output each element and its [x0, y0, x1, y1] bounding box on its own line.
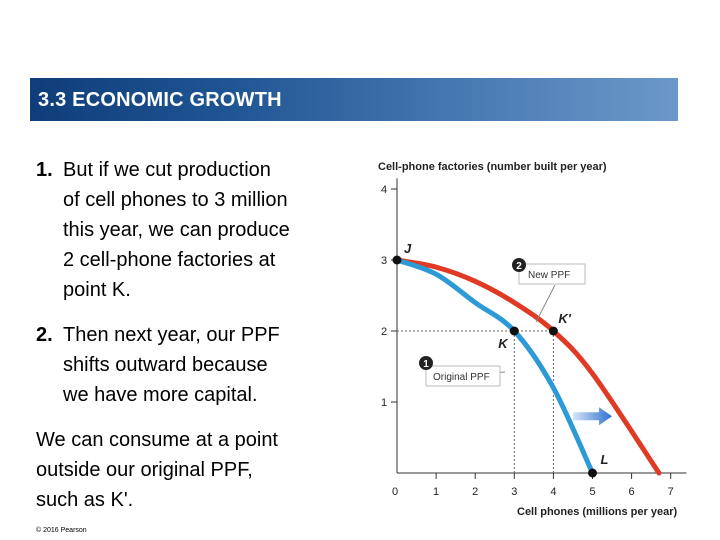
point-marker — [588, 468, 597, 478]
original-ppf-label-box — [425, 365, 501, 387]
point-marker — [509, 326, 519, 336]
item-2-line: shifts outward because — [63, 354, 268, 376]
original-ppf-curve — [394, 257, 595, 476]
x-axis-label: Cell phones (millions per year) — [517, 506, 677, 518]
callout-line — [535, 284, 556, 323]
original-ppf-number: 1 — [423, 359, 429, 370]
x-tick-label: 2 — [472, 486, 478, 498]
item-2-text: Then next year, our PPF shifts outward b… — [63, 320, 280, 410]
point-marker — [392, 255, 402, 265]
x-tick-label: 4 — [550, 486, 556, 498]
item-1: 1. But if we cut production of cell phon… — [36, 155, 356, 305]
paragraph-line: outside our original PPF, — [36, 459, 253, 481]
item-2-number: 2. — [36, 324, 53, 346]
x-tick-label: 5 — [589, 486, 595, 498]
item-1-line: 2 cell-phone factories at — [63, 249, 276, 271]
item-1-number: 1. — [36, 159, 53, 181]
consume-paragraph: We can consume at a point outside our or… — [36, 425, 356, 515]
y-axis-label: Cell-phone factories (number built per y… — [378, 161, 607, 173]
x-tick-label: 1 — [433, 486, 439, 498]
original-ppf-label: Original PPF — [433, 372, 490, 383]
x-tick-label: 3 — [511, 486, 517, 498]
item-2: 2. Then next year, our PPF shifts outwar… — [36, 320, 356, 410]
series — [394, 257, 662, 476]
point-marker — [548, 326, 558, 336]
item-1-text: But if we cut production of cell phones … — [63, 155, 290, 305]
original-ppf-number-badge — [419, 356, 433, 370]
x-tick-label: 7 — [668, 486, 674, 498]
point-label: L — [601, 452, 609, 467]
title-bar: 3.3 ECONOMIC GROWTH — [30, 78, 678, 121]
y-tick-label: 4 — [381, 184, 387, 196]
copyright: © 2016 Pearson — [36, 527, 87, 534]
shift-arrow — [572, 407, 613, 426]
point-label: K' — [558, 311, 571, 326]
item-1-line: this year, we can produce — [63, 219, 290, 241]
points: J K K' L — [392, 241, 609, 478]
shift-arrow-shape — [572, 407, 613, 426]
y-tick-label: 2 — [381, 326, 387, 338]
paragraph-line: We can consume at a point — [36, 429, 278, 451]
point-label: J — [404, 241, 412, 256]
new-ppf-number-badge — [512, 258, 526, 272]
slide-title: 3.3 ECONOMIC GROWTH — [38, 89, 282, 111]
item-1-line: But if we cut production — [63, 159, 271, 181]
curve-labels: Original PPF 1 New PPF 2 — [419, 258, 586, 387]
item-1-line: point K. — [63, 279, 131, 301]
axes: 0 1 2 3 4 5 6 7 1 2 3 4 — [381, 178, 687, 498]
x-tick-label: 0 — [392, 486, 398, 498]
paragraph-line: such as K'. — [36, 489, 134, 511]
item-2-line: we have more capital. — [63, 384, 258, 406]
new-ppf-label-box — [518, 263, 586, 285]
new-ppf-curve — [394, 257, 662, 476]
y-tick-label: 1 — [381, 397, 387, 409]
y-tick-label: 3 — [381, 255, 387, 267]
point-label: K — [498, 336, 509, 351]
new-ppf-label: New PPF — [528, 270, 570, 281]
new-ppf-number: 2 — [516, 261, 522, 272]
x-tick-label: 6 — [629, 486, 635, 498]
item-2-line: Then next year, our PPF — [63, 324, 280, 346]
item-1-line: of cell phones to 3 million — [63, 189, 288, 211]
